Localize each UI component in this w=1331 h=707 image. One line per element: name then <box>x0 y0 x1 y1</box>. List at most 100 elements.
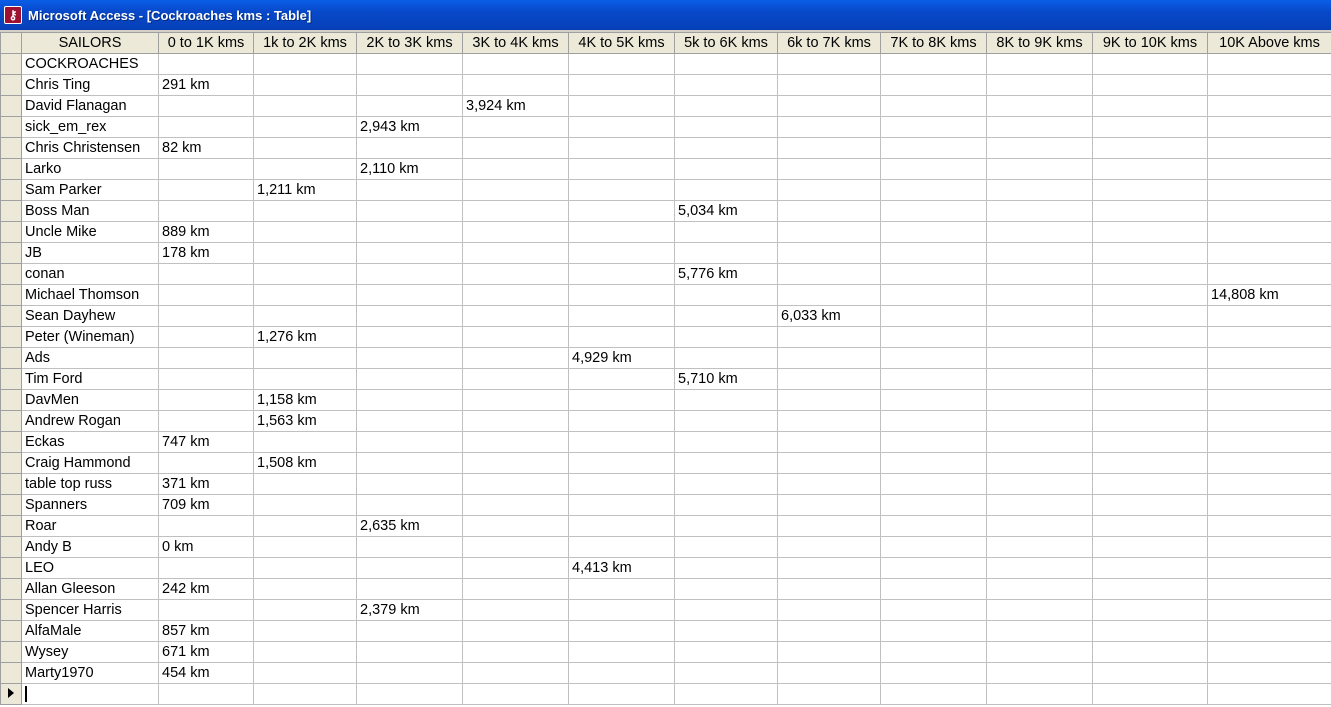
distance-cell[interactable] <box>880 620 987 642</box>
row-selector[interactable] <box>0 137 22 159</box>
column-header[interactable]: 7K to 8K kms <box>880 32 987 54</box>
distance-cell[interactable] <box>356 284 463 306</box>
distance-cell[interactable] <box>158 95 254 117</box>
column-header[interactable]: 9K to 10K kms <box>1092 32 1208 54</box>
row-selector[interactable] <box>0 347 22 369</box>
distance-cell[interactable] <box>462 284 569 306</box>
distance-cell[interactable] <box>1092 179 1208 201</box>
distance-cell[interactable] <box>158 116 254 138</box>
distance-cell[interactable] <box>462 158 569 180</box>
distance-cell[interactable]: 1,276 km <box>253 326 357 348</box>
distance-cell[interactable] <box>777 557 881 579</box>
distance-cell[interactable] <box>568 536 675 558</box>
sailor-name-cell[interactable]: DavMen <box>21 389 159 411</box>
distance-cell[interactable] <box>568 662 675 684</box>
distance-cell[interactable] <box>158 599 254 621</box>
distance-cell[interactable] <box>158 53 254 75</box>
distance-cell[interactable] <box>158 200 254 222</box>
row-selector[interactable] <box>0 305 22 327</box>
distance-cell[interactable] <box>777 599 881 621</box>
distance-cell[interactable]: 4,929 km <box>568 347 675 369</box>
distance-cell[interactable] <box>1207 452 1331 474</box>
distance-cell[interactable] <box>462 326 569 348</box>
distance-cell[interactable] <box>880 74 987 96</box>
distance-cell[interactable] <box>880 284 987 306</box>
distance-cell[interactable] <box>880 410 987 432</box>
distance-cell[interactable] <box>986 599 1093 621</box>
distance-cell[interactable] <box>880 200 987 222</box>
distance-cell[interactable] <box>158 263 254 285</box>
distance-cell[interactable] <box>462 494 569 516</box>
distance-cell[interactable] <box>986 179 1093 201</box>
distance-cell[interactable] <box>674 74 778 96</box>
distance-cell[interactable] <box>1207 53 1331 75</box>
distance-cell[interactable] <box>158 305 254 327</box>
distance-cell[interactable] <box>777 158 881 180</box>
column-header[interactable]: 8K to 9K kms <box>986 32 1093 54</box>
distance-cell[interactable] <box>1207 221 1331 243</box>
distance-cell[interactable] <box>1092 389 1208 411</box>
distance-cell[interactable] <box>356 242 463 264</box>
distance-cell[interactable]: 242 km <box>158 578 254 600</box>
row-selector[interactable] <box>0 578 22 600</box>
distance-cell[interactable] <box>880 578 987 600</box>
sailor-name-cell[interactable]: Andrew Rogan <box>21 410 159 432</box>
distance-cell[interactable]: 1,158 km <box>253 389 357 411</box>
row-selector[interactable] <box>0 452 22 474</box>
distance-cell[interactable] <box>986 74 1093 96</box>
distance-cell[interactable]: 6,033 km <box>777 305 881 327</box>
distance-cell[interactable] <box>674 137 778 159</box>
distance-cell[interactable] <box>253 221 357 243</box>
distance-cell[interactable] <box>777 53 881 75</box>
distance-cell[interactable]: 671 km <box>158 641 254 663</box>
distance-cell[interactable] <box>253 263 357 285</box>
distance-cell[interactable] <box>1092 95 1208 117</box>
sailor-name-cell[interactable]: Peter (Wineman) <box>21 326 159 348</box>
distance-cell[interactable] <box>462 641 569 663</box>
distance-cell[interactable] <box>568 137 675 159</box>
distance-cell[interactable] <box>356 536 463 558</box>
distance-cell[interactable]: 14,808 km <box>1207 284 1331 306</box>
distance-cell[interactable] <box>356 53 463 75</box>
distance-cell[interactable] <box>356 179 463 201</box>
distance-cell[interactable] <box>674 536 778 558</box>
distance-cell[interactable] <box>253 494 357 516</box>
sailor-name-cell[interactable]: Michael Thomson <box>21 284 159 306</box>
distance-cell[interactable] <box>253 662 357 684</box>
distance-cell[interactable] <box>1092 494 1208 516</box>
distance-cell[interactable] <box>986 494 1093 516</box>
distance-cell[interactable] <box>158 515 254 537</box>
sailor-name-cell[interactable]: Allan Gleeson <box>21 578 159 600</box>
sailor-name-cell[interactable]: Eckas <box>21 431 159 453</box>
row-selector[interactable] <box>0 494 22 516</box>
column-header[interactable]: 4K to 5K kms <box>568 32 675 54</box>
row-selector[interactable] <box>0 242 22 264</box>
row-selector[interactable] <box>0 389 22 411</box>
current-record-indicator[interactable] <box>0 683 22 705</box>
distance-cell[interactable]: 291 km <box>158 74 254 96</box>
distance-cell[interactable] <box>1092 74 1208 96</box>
distance-cell[interactable] <box>986 284 1093 306</box>
distance-cell[interactable] <box>674 662 778 684</box>
distance-cell[interactable] <box>674 620 778 642</box>
sailor-name-cell[interactable]: Tim Ford <box>21 368 159 390</box>
distance-cell[interactable] <box>777 200 881 222</box>
row-selector[interactable] <box>0 200 22 222</box>
sailor-name-cell[interactable]: LEO <box>21 557 159 579</box>
new-record-cell[interactable] <box>777 683 881 705</box>
sailor-name-cell[interactable]: Boss Man <box>21 200 159 222</box>
new-record-cell[interactable] <box>158 683 254 705</box>
distance-cell[interactable] <box>777 179 881 201</box>
distance-cell[interactable] <box>356 641 463 663</box>
distance-cell[interactable] <box>356 221 463 243</box>
distance-cell[interactable] <box>880 305 987 327</box>
distance-cell[interactable] <box>777 473 881 495</box>
column-header[interactable]: 0 to 1K kms <box>158 32 254 54</box>
distance-cell[interactable] <box>356 620 463 642</box>
distance-cell[interactable] <box>880 536 987 558</box>
distance-cell[interactable] <box>986 578 1093 600</box>
distance-cell[interactable] <box>462 116 569 138</box>
sailor-name-cell[interactable]: Sean Dayhew <box>21 305 159 327</box>
distance-cell[interactable] <box>1207 578 1331 600</box>
distance-cell[interactable] <box>1207 326 1331 348</box>
